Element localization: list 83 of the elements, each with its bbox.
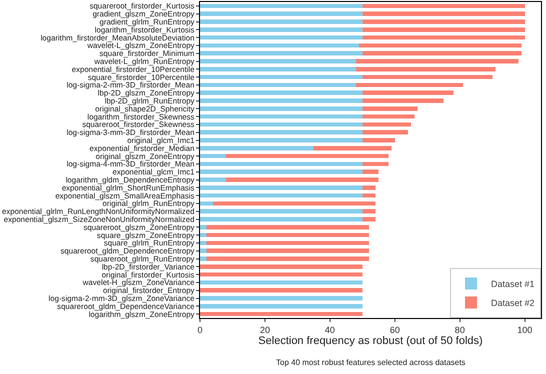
bar xyxy=(362,4,525,8)
bar xyxy=(362,122,412,127)
legend-label: Dataset #2 xyxy=(491,298,535,308)
bar xyxy=(200,256,206,261)
bar xyxy=(200,209,362,214)
bar xyxy=(362,193,376,198)
bar xyxy=(362,27,525,32)
bar xyxy=(362,114,414,119)
bar xyxy=(226,154,388,158)
bar xyxy=(206,224,369,230)
bar xyxy=(200,232,206,238)
text: Top 40 most robust features selected across datasets xyxy=(276,358,466,367)
x-tick-label: 20 xyxy=(260,324,270,335)
bar xyxy=(200,304,362,308)
bar xyxy=(362,12,525,16)
bar xyxy=(359,43,522,48)
bar xyxy=(212,201,376,206)
bar xyxy=(200,130,362,135)
bar xyxy=(362,185,376,190)
bar xyxy=(200,82,356,88)
bar xyxy=(362,217,376,222)
bar xyxy=(362,106,418,111)
x-tick-label: 80 xyxy=(454,324,465,335)
bar xyxy=(362,90,454,96)
bar xyxy=(200,90,362,96)
bar xyxy=(200,43,360,48)
bar xyxy=(356,82,464,88)
x-tick-label: 40 xyxy=(324,324,335,335)
bar xyxy=(200,296,362,300)
bar xyxy=(206,256,369,261)
bar xyxy=(200,106,362,111)
x-tick-label: 100 xyxy=(517,324,532,335)
bar xyxy=(200,240,206,246)
bar xyxy=(200,154,226,158)
bar xyxy=(356,59,518,64)
bar xyxy=(200,138,362,142)
bar xyxy=(200,35,362,40)
bar xyxy=(200,201,213,206)
bar xyxy=(200,74,362,80)
bar xyxy=(200,146,314,150)
bar xyxy=(314,146,392,150)
bar xyxy=(200,162,362,166)
bar xyxy=(362,130,408,135)
bar xyxy=(200,20,362,24)
bar xyxy=(200,248,206,254)
bar xyxy=(206,232,369,238)
bar xyxy=(200,264,362,269)
bar xyxy=(200,12,362,16)
bar xyxy=(200,288,362,293)
bar xyxy=(200,66,356,72)
bar xyxy=(362,138,395,142)
bar xyxy=(362,170,379,174)
bar xyxy=(200,178,226,182)
bar xyxy=(362,51,522,56)
x-axis-title: Selection frequency as robust (out of 50 folds) xyxy=(258,335,483,347)
bar xyxy=(200,185,362,190)
bar xyxy=(200,280,362,285)
bar xyxy=(200,224,206,230)
bar xyxy=(200,114,362,119)
bar xyxy=(200,312,362,316)
bar xyxy=(362,35,525,40)
x-tick-label: 60 xyxy=(390,324,400,335)
bar xyxy=(200,4,362,8)
bar xyxy=(362,20,525,24)
bar xyxy=(200,193,362,198)
bar xyxy=(200,98,362,103)
bar xyxy=(206,240,369,246)
bar xyxy=(362,74,492,80)
bar xyxy=(362,162,388,166)
bar xyxy=(200,59,356,64)
bar xyxy=(200,51,362,56)
bar xyxy=(200,27,362,32)
bar xyxy=(226,178,379,182)
bar xyxy=(200,170,362,174)
bar xyxy=(356,66,496,72)
bar xyxy=(200,272,362,277)
bar xyxy=(200,217,362,222)
bar xyxy=(362,98,444,103)
bar xyxy=(206,248,369,254)
x-tick-label: 0 xyxy=(197,324,203,335)
legend-label: Dataset #1 xyxy=(491,279,535,290)
bar xyxy=(362,209,376,214)
bar xyxy=(200,122,362,127)
